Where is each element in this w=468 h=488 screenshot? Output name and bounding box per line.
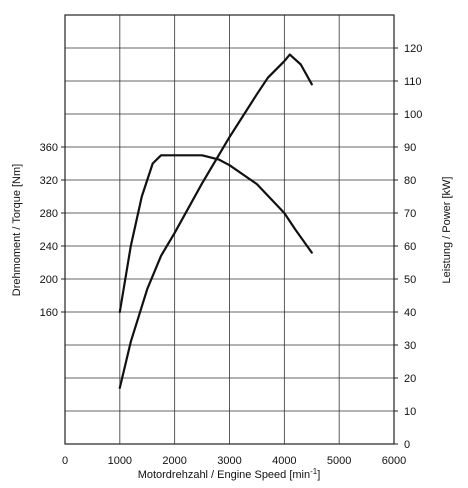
right-tick-label: 40 <box>404 307 416 319</box>
right-tick-label: 120 <box>404 43 422 55</box>
left-tick-label: 160 <box>40 307 58 319</box>
left-axis-title: Drehmoment / Torque [Nm] <box>11 164 23 296</box>
right-tick-label: 50 <box>404 274 416 286</box>
left-tick-label: 240 <box>40 241 58 253</box>
right-tick-label: 60 <box>404 241 416 253</box>
left-tick-label: 360 <box>40 142 58 154</box>
plot-frame <box>64 14 395 445</box>
left-tick-label: 280 <box>40 208 58 220</box>
x-tick-label: 2000 <box>162 455 186 467</box>
right-tick-label: 10 <box>404 406 416 418</box>
right-axis-title: Leistung / Power [kW] <box>441 177 453 284</box>
x-axis-ticks: 0 1000 2000 3000 4000 5000 6000 <box>62 455 406 467</box>
series-group <box>118 53 313 389</box>
right-axis-ticks: 0 10 20 30 40 50 60 70 80 90 100 110 120 <box>394 43 422 451</box>
grid <box>65 15 394 444</box>
x-tick-label: 3000 <box>217 455 241 467</box>
right-tick-label: 70 <box>404 208 416 220</box>
right-tick-label: 100 <box>404 109 422 121</box>
right-tick-label: 30 <box>404 340 416 352</box>
right-tick-label: 80 <box>404 175 416 187</box>
right-tick-label: 110 <box>404 76 422 88</box>
torque-curve <box>118 154 313 314</box>
right-tick-label: 20 <box>404 373 416 385</box>
x-tick-label: 6000 <box>382 455 406 467</box>
x-tick-label: 0 <box>62 455 68 467</box>
right-tick-label: 90 <box>404 142 416 154</box>
x-tick-label: 4000 <box>272 455 296 467</box>
x-tick-label: 1000 <box>108 455 132 467</box>
left-axis-ticks: 160 200 240 280 320 360 <box>40 142 65 319</box>
x-tick-label: 5000 <box>327 455 351 467</box>
right-tick-label: 0 <box>404 439 410 451</box>
x-axis-title: Motordrehzahl / Engine Speed [min-1] <box>138 467 321 481</box>
left-tick-label: 200 <box>40 274 58 286</box>
left-tick-label: 320 <box>40 175 58 187</box>
power-curve <box>118 53 313 389</box>
